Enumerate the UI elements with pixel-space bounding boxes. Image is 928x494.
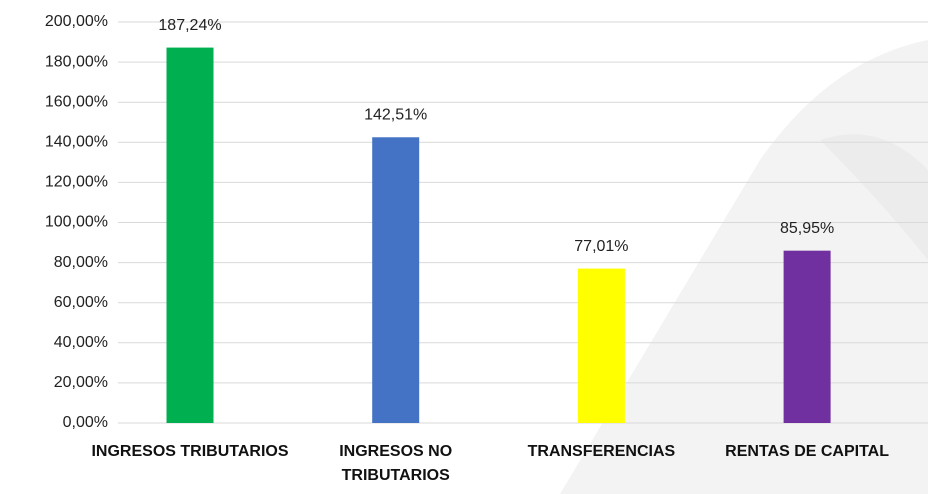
y-tick-label: 100,00% <box>45 214 108 231</box>
y-tick-label: 180,00% <box>45 53 108 70</box>
watermark <box>560 40 928 494</box>
x-tick-label: INGRESOS NO TRIBUTARIOS <box>339 443 453 484</box>
y-tick-label: 160,00% <box>45 93 108 110</box>
bar <box>166 47 214 423</box>
x-tick-label: TRANSFERENCIAS <box>527 443 676 460</box>
y-tick-label: 20,00% <box>54 374 108 391</box>
x-tick-label: RENTAS DE CAPITAL <box>725 443 890 460</box>
y-tick-label: 40,00% <box>54 334 108 351</box>
bar <box>783 250 831 423</box>
value-label: 142,51% <box>364 106 427 123</box>
y-tick-label: 60,00% <box>54 294 108 311</box>
bar <box>372 137 420 423</box>
y-tick-label: 200,00% <box>45 13 108 30</box>
x-tick-label: INGRESOS TRIBUTARIOS <box>91 443 289 460</box>
y-tick-label: 140,00% <box>45 134 108 151</box>
y-tick-label: 120,00% <box>45 174 108 191</box>
watermark <box>820 134 928 260</box>
bar <box>577 268 625 423</box>
value-label: 77,01% <box>574 238 628 255</box>
y-tick-label: 0,00% <box>63 414 108 431</box>
value-label: 85,95% <box>780 220 834 237</box>
value-label: 187,24% <box>158 17 221 34</box>
y-tick-label: 80,00% <box>54 254 108 271</box>
